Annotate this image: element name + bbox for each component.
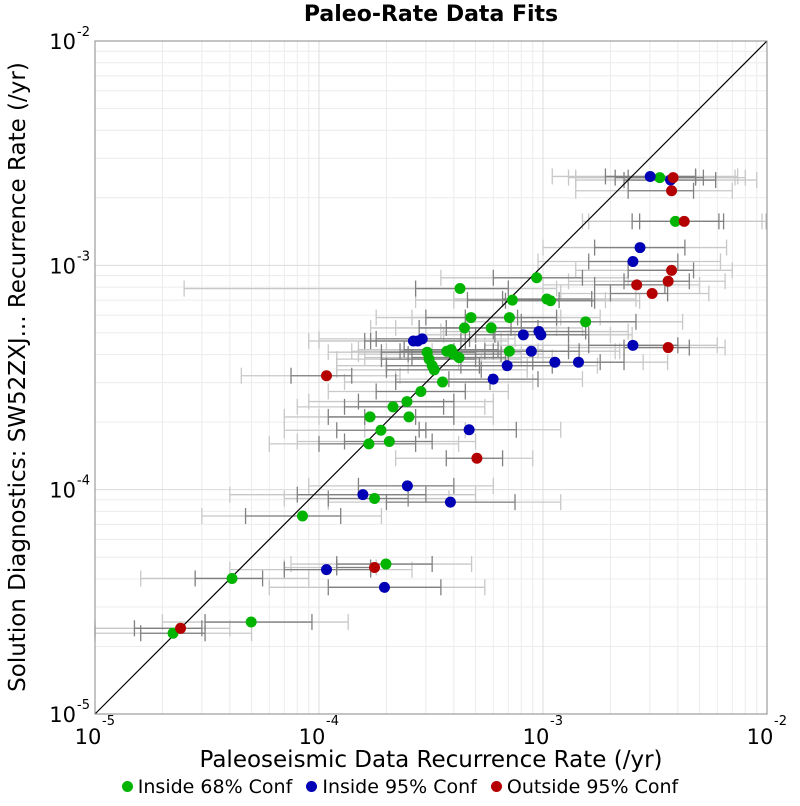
data-point — [437, 376, 449, 388]
x-tick-label: 10 — [747, 725, 774, 749]
data-point — [662, 342, 674, 354]
data-point — [678, 215, 690, 227]
data-point — [380, 558, 392, 570]
data-point — [666, 264, 678, 276]
data-point — [378, 581, 390, 593]
legend-swatch-green — [121, 781, 133, 792]
data-point — [415, 385, 427, 397]
data-point — [667, 172, 679, 184]
x-tick-exponent: -4 — [326, 714, 339, 729]
legend-swatch-red — [490, 781, 502, 792]
data-points — [167, 170, 690, 639]
data-point — [580, 316, 592, 328]
y-axis-label: Solution Diagnostics: SW52ZXJ... Recurre… — [5, 62, 31, 692]
data-point — [501, 360, 513, 372]
data-point — [387, 401, 399, 413]
legend-item-outside-95: Outside 95% Conf — [490, 776, 679, 798]
data-point — [401, 480, 413, 492]
data-point — [403, 411, 415, 423]
data-point — [401, 396, 413, 408]
data-point — [471, 452, 483, 464]
major-gridlines — [95, 41, 767, 714]
y-tick-label: 10 — [49, 703, 76, 727]
data-point — [627, 256, 639, 268]
x-tick-exponent: -5 — [102, 714, 115, 729]
data-point — [320, 564, 332, 576]
data-point — [634, 242, 646, 254]
data-point — [320, 370, 332, 382]
data-point — [375, 424, 387, 436]
data-point — [531, 272, 543, 284]
data-point — [363, 438, 375, 450]
data-point — [458, 322, 470, 334]
data-point — [465, 312, 477, 324]
data-point — [463, 424, 475, 436]
chart-title: Paleo-Rate Data Fits — [303, 2, 559, 27]
data-point — [297, 510, 309, 522]
data-point — [669, 215, 681, 227]
plot-border — [94, 40, 768, 715]
data-point — [245, 616, 257, 628]
data-point — [646, 287, 658, 299]
data-point — [444, 496, 456, 508]
data-point — [506, 294, 518, 306]
x-tick-label: 10 — [75, 725, 102, 749]
data-point — [644, 170, 656, 182]
data-point — [572, 356, 584, 368]
legend-label: Inside 68% Conf — [137, 776, 293, 798]
data-point — [503, 345, 515, 357]
y-tick-exponent: -4 — [77, 474, 90, 489]
data-point — [364, 411, 376, 423]
data-point — [662, 275, 674, 287]
legend-label: Outside 95% Conf — [506, 776, 679, 798]
data-point — [525, 345, 537, 357]
x-tick-labels: 10-510-410-310-2 — [75, 714, 787, 749]
data-point — [487, 373, 499, 385]
data-point — [549, 356, 561, 368]
data-point — [627, 339, 639, 351]
data-point — [369, 561, 381, 573]
data-point — [544, 295, 556, 307]
data-point — [357, 489, 369, 501]
data-point — [226, 572, 238, 584]
legend-item-inside-68: Inside 68% Conf — [121, 776, 293, 798]
data-point — [428, 364, 440, 376]
data-point — [383, 435, 395, 447]
legend-label: Inside 95% Conf — [322, 776, 477, 798]
y-tick-exponent: -2 — [77, 25, 90, 40]
data-point — [175, 622, 187, 634]
data-point — [517, 329, 529, 341]
reference-line-y-equals-x — [94, 40, 768, 715]
y-tick-labels: 10-510-410-310-2 — [49, 25, 90, 727]
data-point — [666, 185, 678, 197]
legend-swatch-blue — [306, 781, 318, 792]
data-point — [503, 312, 515, 324]
y-tick-exponent: -3 — [77, 249, 90, 264]
data-point — [654, 172, 666, 184]
data-point — [631, 279, 643, 291]
y-tick-label: 10 — [49, 254, 76, 278]
data-point — [369, 493, 381, 505]
x-tick-exponent: -2 — [774, 714, 787, 729]
data-point — [416, 333, 428, 345]
x-tick-label: 10 — [299, 725, 326, 749]
legend: Inside 68% Conf Inside 95% Conf Outside … — [0, 776, 800, 798]
y-tick-exponent: -5 — [77, 698, 90, 713]
data-point — [485, 322, 497, 334]
x-tick-exponent: -3 — [550, 714, 563, 729]
y-tick-label: 10 — [49, 30, 76, 54]
data-point — [454, 283, 466, 295]
x-tick-label: 10 — [523, 725, 550, 749]
data-point — [535, 329, 547, 341]
x-axis-label: Paleoseismic Data Recurrence Rate (/yr) — [200, 747, 663, 773]
legend-item-inside-95: Inside 95% Conf — [306, 776, 477, 798]
y-tick-label: 10 — [49, 479, 76, 503]
data-point — [453, 352, 465, 364]
